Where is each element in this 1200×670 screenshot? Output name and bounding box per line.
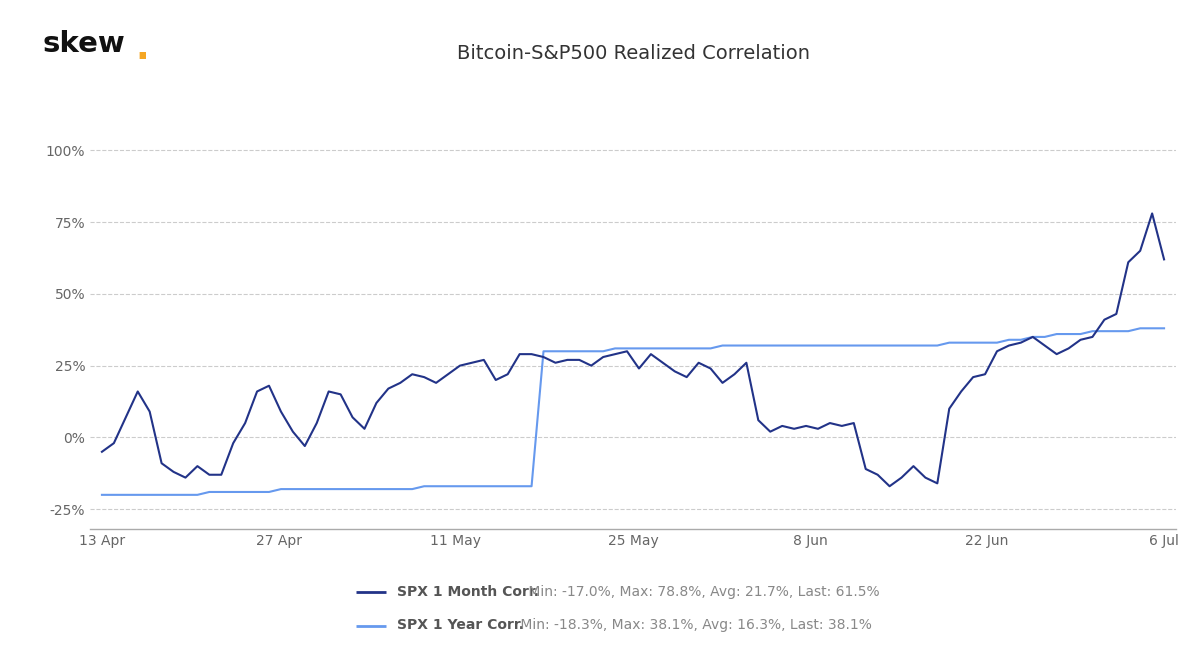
Text: Min: -17.0%, Max: 78.8%, Avg: 21.7%, Last: 61.5%: Min: -17.0%, Max: 78.8%, Avg: 21.7%, Las… <box>523 585 880 598</box>
Text: Bitcoin-S&P500 Realized Correlation: Bitcoin-S&P500 Realized Correlation <box>457 44 810 62</box>
Text: skew: skew <box>42 30 125 58</box>
Text: .: . <box>136 32 149 66</box>
Text: SPX 1 Year Corr.: SPX 1 Year Corr. <box>397 618 524 632</box>
Text: Min: -18.3%, Max: 38.1%, Avg: 16.3%, Last: 38.1%: Min: -18.3%, Max: 38.1%, Avg: 16.3%, Las… <box>516 618 872 632</box>
Text: SPX 1 Month Corr.: SPX 1 Month Corr. <box>397 585 539 598</box>
